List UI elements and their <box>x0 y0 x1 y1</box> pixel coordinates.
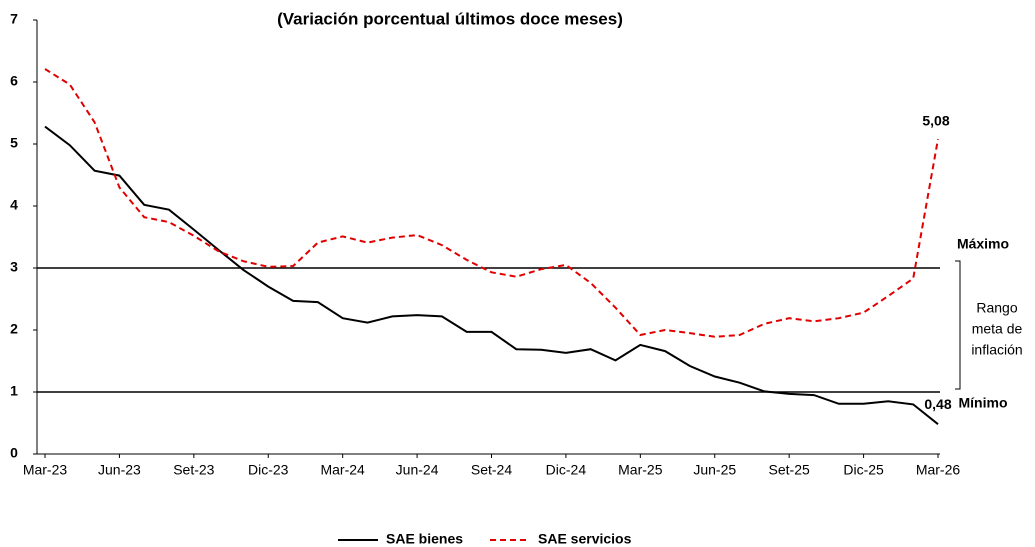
x-tick-label: Jun-23 <box>98 462 141 478</box>
chart-title: (Variación porcentual últimos doce meses… <box>277 9 623 28</box>
x-tick-label: Jun-24 <box>396 462 439 478</box>
range-bracket <box>955 260 961 390</box>
reference-label: Mínimo <box>959 395 1008 411</box>
legend-label: SAE servicios <box>538 531 632 547</box>
y-tick-label: 1 <box>10 383 18 399</box>
x-tick-label: Set-23 <box>173 462 214 478</box>
y-tick-label: 6 <box>10 73 18 89</box>
x-tick-label: Set-25 <box>769 462 810 478</box>
y-tick-label: 7 <box>10 11 18 27</box>
x-tick-label: Mar-24 <box>320 462 365 478</box>
x-tick-label: Jun-25 <box>693 462 736 478</box>
series-line <box>44 125 939 425</box>
x-tick-label: Dic-23 <box>248 462 289 478</box>
range-label: meta de <box>972 321 1023 337</box>
range-label: Rango <box>976 300 1017 316</box>
x-tick-label: Dic-25 <box>843 462 884 478</box>
y-tick-label: 0 <box>10 445 18 461</box>
x-tick-label: Dic-24 <box>546 462 587 478</box>
y-tick-label: 4 <box>10 197 18 213</box>
range-label: inflación <box>971 342 1022 358</box>
y-tick-label: 2 <box>10 321 18 337</box>
x-tick-label: Mar-25 <box>618 462 663 478</box>
y-tick-label: 3 <box>10 259 18 275</box>
series-line <box>44 68 939 338</box>
data-label: 0,48 <box>924 396 951 412</box>
y-tick-label: 5 <box>10 135 18 151</box>
x-tick-label: Mar-23 <box>23 462 68 478</box>
reference-label: Máximo <box>957 236 1009 252</box>
data-label: 5,08 <box>922 113 949 129</box>
x-tick-label: Set-24 <box>471 462 512 478</box>
legend-label: SAE bienes <box>386 531 463 547</box>
x-tick-label: Mar-26 <box>916 462 961 478</box>
